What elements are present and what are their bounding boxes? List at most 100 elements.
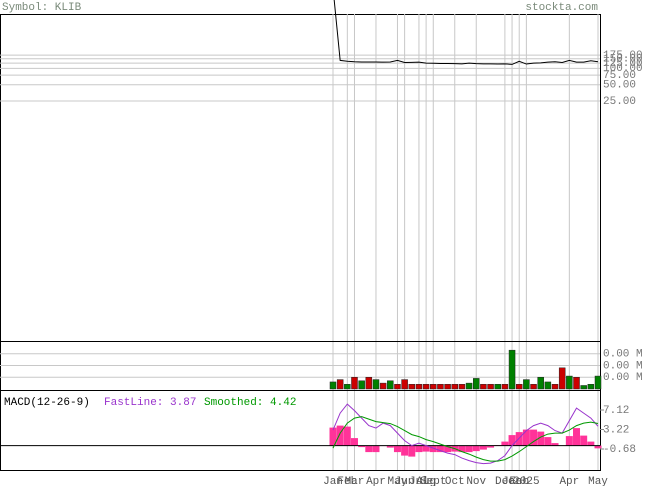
histogram-bar — [565, 436, 573, 446]
volume-bar — [523, 379, 530, 390]
histogram-bar — [472, 445, 480, 452]
volume-bar — [387, 380, 394, 390]
volume-bar — [573, 376, 580, 390]
volume-bar — [465, 382, 473, 390]
volume-bar — [430, 384, 437, 390]
histogram-bar — [551, 443, 559, 446]
histogram-bar — [544, 437, 552, 446]
macd-line — [332, 403, 599, 465]
histogram-bar — [580, 435, 588, 446]
volume-bar — [558, 367, 566, 390]
price-line — [333, 0, 599, 65]
x-tick-label: Mar — [345, 476, 365, 486]
histogram-bar — [594, 445, 602, 449]
histogram-bar — [429, 445, 437, 453]
legend-entry: FastLine: 3.87 — [104, 397, 196, 409]
x-tick-label: May — [388, 476, 408, 486]
volume-bar — [508, 349, 516, 390]
volume-bar — [365, 376, 373, 390]
histogram-bar — [343, 426, 351, 446]
volume-bar — [422, 384, 430, 390]
x-tick-label: Feb — [509, 476, 529, 486]
histogram-bar — [458, 445, 466, 453]
y-tick-label: 25.00 — [603, 96, 636, 108]
histogram-bar — [537, 431, 545, 446]
x-tick-label: Nov — [466, 476, 486, 486]
histogram-bar — [444, 445, 452, 453]
x-tick-label: Sept — [420, 476, 446, 486]
volume-bar — [537, 376, 544, 390]
volume-bar — [451, 384, 459, 390]
x-tick-label: Apr — [366, 476, 386, 486]
x-tick-label: Feb — [337, 476, 357, 486]
volume-bar — [487, 384, 494, 390]
x-tick-label: Jun — [395, 476, 415, 486]
histogram-bar — [522, 429, 530, 446]
volume-bar — [551, 384, 559, 390]
histogram-bar — [573, 428, 581, 446]
histogram-bar — [336, 425, 344, 446]
site: stockta.com — [525, 2, 598, 14]
volume-bar — [437, 384, 444, 390]
x-tick-label: Dec — [495, 476, 515, 486]
volume-bar — [480, 384, 487, 390]
histogram-bar — [436, 445, 444, 453]
histogram-bar — [587, 441, 595, 446]
legend-entry: Smoothed: 4.42 — [204, 397, 296, 409]
histogram-bar — [465, 445, 473, 453]
histogram-bar — [479, 445, 487, 450]
volume-bar — [329, 381, 337, 390]
histogram-bar — [515, 432, 523, 446]
volume-bar — [415, 384, 423, 390]
volume-bar — [401, 379, 408, 390]
volume-bar — [351, 376, 358, 390]
histogram-bar — [372, 445, 380, 453]
macd-line — [332, 416, 599, 462]
volume-bar — [580, 385, 587, 390]
histogram-bar — [401, 445, 409, 456]
volume-bar — [372, 379, 380, 390]
histogram-bar — [487, 445, 495, 448]
volume-bar — [358, 380, 365, 390]
x-tick-label: Aug — [416, 476, 436, 486]
macd-title: MACD(12-26-9) — [4, 397, 90, 409]
volume-bar — [394, 384, 401, 390]
volume-bar — [594, 375, 602, 390]
histogram-bar — [422, 445, 430, 452]
volume-bar — [379, 382, 387, 390]
y-tick-label: 100.00 — [603, 63, 643, 75]
y-tick-label: 3.22 — [603, 424, 629, 436]
histogram-bar — [415, 445, 423, 453]
volume-bar — [515, 384, 523, 390]
volume-bar — [544, 381, 552, 390]
histogram-bar — [386, 445, 394, 448]
volume-bar — [458, 384, 466, 390]
y-tick-label: 50.00 — [603, 80, 636, 92]
volume-bar — [336, 379, 344, 390]
y-tick-label: 0.00 M — [603, 349, 643, 361]
x-tick-label: Jul — [409, 476, 429, 486]
histogram-bar — [508, 435, 516, 446]
plot-frame — [0, 14, 601, 471]
x-tick-label: Apr — [559, 476, 579, 486]
histogram-bar — [501, 441, 509, 446]
volume-bar — [587, 384, 595, 390]
y-tick-label: 125.00 — [603, 58, 643, 70]
y-tick-label: 150.00 — [603, 54, 643, 66]
histogram-bar — [393, 445, 401, 453]
y-tick-label: 175.00 — [603, 50, 643, 62]
histogram-bar — [408, 445, 416, 457]
histogram-bar — [358, 445, 366, 448]
y-tick-label: -0.68 — [603, 444, 636, 456]
volume-bar — [444, 384, 451, 390]
symbol: Symbol: KLIB — [2, 2, 82, 14]
y-tick-label: 75.00 — [603, 70, 636, 82]
y-tick-label: 0.00 M — [603, 372, 643, 384]
histogram-bar — [365, 445, 373, 453]
histogram-bar — [329, 427, 337, 446]
x-tick-label: Jan — [323, 476, 343, 486]
x-tick-label: Oct — [445, 476, 465, 486]
volume-bar — [501, 384, 509, 390]
volume-bar — [344, 384, 351, 390]
